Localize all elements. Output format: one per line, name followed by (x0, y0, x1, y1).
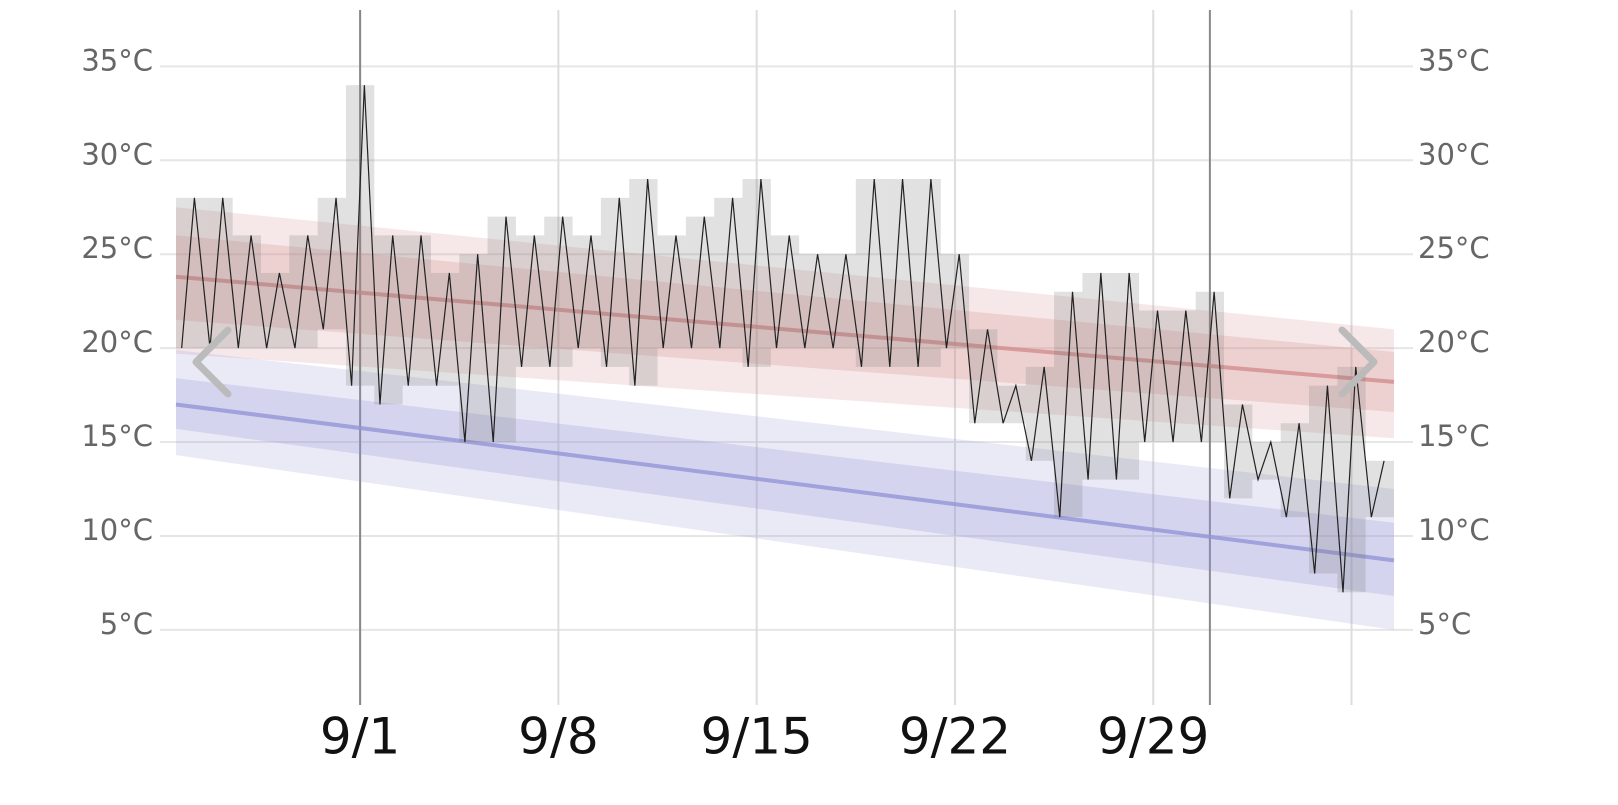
daily-range (1139, 310, 1168, 443)
daily-range (799, 254, 828, 349)
mean-line (175, 402, 1395, 563)
y-tick-label: 5°C (100, 607, 153, 641)
band-25-75 (176, 235, 1394, 412)
x-tick-label: 9/15 (701, 708, 813, 766)
y-tick-label: 25°C (81, 231, 153, 265)
band-10-90 (176, 207, 1394, 439)
y-tick-label: 10°C (81, 513, 153, 547)
daily-range (345, 85, 375, 386)
daily-range (402, 235, 431, 386)
daily-range (855, 179, 885, 367)
daily-range (770, 235, 800, 349)
daily-range (289, 235, 318, 349)
y-tick-label: 35°C (81, 43, 153, 77)
x-tick-label: 9/8 (518, 708, 598, 766)
y2-tick-label: 30°C (1418, 137, 1490, 171)
y-tick-label: 20°C (81, 325, 153, 359)
daily-range (1054, 291, 1083, 518)
temperature-line (181, 85, 1385, 593)
x-tick-label: 9/1 (320, 708, 400, 766)
daily-range (232, 235, 261, 349)
daily-range (912, 179, 941, 367)
y2-tick-label: 20°C (1418, 325, 1490, 359)
daily-range (884, 179, 913, 367)
daily-range (1167, 310, 1196, 443)
y2-tick-label: 10°C (1418, 513, 1490, 547)
daily-range (544, 216, 573, 367)
y2-tick-label: 15°C (1418, 419, 1490, 453)
x-tick-label: 9/22 (899, 708, 1011, 766)
daily-range (204, 197, 233, 349)
y2-tick-label: 5°C (1418, 607, 1471, 641)
band-25-75 (176, 378, 1394, 597)
daily-range (176, 197, 205, 349)
daily-range (487, 216, 516, 443)
daily-range (685, 216, 715, 349)
daily-range (260, 272, 290, 349)
y2-tick-label: 25°C (1418, 231, 1490, 265)
daily-range (714, 197, 743, 349)
daily-range (1280, 423, 1310, 518)
daily-range (1025, 366, 1055, 461)
daily-range (657, 235, 686, 349)
daily-range (459, 254, 488, 443)
x-tick-label: 9/29 (1097, 708, 1209, 766)
mean-line (175, 274, 1395, 384)
y-tick-label: 15°C (81, 419, 153, 453)
y-tick-label: 30°C (81, 137, 153, 171)
daily-range (600, 197, 630, 367)
previous-arrow[interactable] (192, 326, 232, 398)
band-10-90 (176, 349, 1394, 630)
daily-range (827, 254, 856, 349)
daily-range (742, 179, 771, 367)
plot: 5°C 5°C 10°C 10°C 15°C 15°C 20°C 20°C 25°C 25°C 30… (81, 10, 1490, 766)
y2-tick-label: 35°C (1418, 43, 1490, 77)
daily-range (515, 235, 545, 367)
daily-range (1309, 385, 1338, 574)
daily-range (629, 179, 658, 386)
daily-range (1082, 272, 1111, 480)
daily-range (1337, 366, 1366, 593)
daily-range (1110, 272, 1140, 480)
next-arrow[interactable] (1338, 326, 1378, 398)
daily-range (572, 235, 601, 349)
